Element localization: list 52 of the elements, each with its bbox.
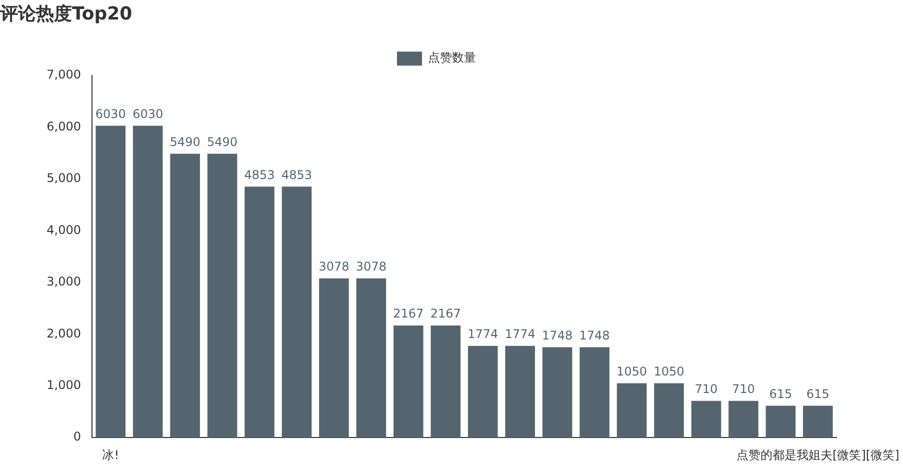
- data-label: 710: [732, 382, 755, 396]
- y-tick-label: 2,000: [46, 326, 81, 340]
- bar: [282, 186, 312, 438]
- data-label: 1050: [616, 364, 648, 378]
- chart-title: 评论热度Top20: [0, 3, 132, 24]
- data-label: 1774: [468, 326, 498, 341]
- data-label: 1774: [504, 326, 536, 341]
- y-tick-label: 7,000: [46, 68, 81, 82]
- bar: [802, 406, 833, 438]
- data-label: 3078: [318, 260, 350, 274]
- bar: [580, 347, 610, 438]
- y-tick-label: 6,000: [46, 119, 81, 134]
- data-label: 5490: [170, 134, 200, 149]
- bar: [356, 278, 386, 438]
- data-label: 4853: [281, 168, 312, 182]
- bar: [207, 154, 238, 438]
- bar: [319, 278, 349, 438]
- bar: [170, 154, 200, 438]
- bar: [728, 400, 758, 438]
- data-label: 2167: [430, 306, 461, 321]
- data-label: 6030: [95, 106, 126, 121]
- y-tick-label: 1,000: [46, 378, 81, 392]
- y-tick-label: 3,000: [46, 274, 81, 289]
- y-tick-label: 0: [73, 430, 81, 444]
- bar: [132, 126, 163, 438]
- bar: [616, 383, 647, 438]
- data-label: 710: [694, 382, 718, 396]
- data-label: 4853: [244, 168, 275, 182]
- data-label: 5490: [207, 134, 238, 149]
- bar: [691, 400, 722, 438]
- x-tick-label: 点赞的都是我姐夫[微笑][微笑]: [736, 448, 900, 462]
- y-tick-label: 4,000: [46, 222, 81, 237]
- data-label: 3078: [356, 260, 386, 274]
- legend-label: 点赞数量: [428, 50, 476, 65]
- bar: [468, 346, 498, 438]
- bar: [766, 406, 796, 438]
- bar: [654, 383, 684, 438]
- bar: [430, 326, 461, 438]
- data-label: 6030: [132, 106, 164, 121]
- bar: [96, 126, 126, 438]
- y-tick-label: 5,000: [46, 171, 81, 186]
- bar: [394, 326, 424, 438]
- data-label: 2167: [393, 306, 424, 321]
- x-tick-label: 冰!: [102, 448, 120, 462]
- bar: [244, 186, 274, 438]
- data-label: 1748: [579, 328, 610, 342]
- data-label: 1050: [654, 364, 684, 378]
- data-label: 1748: [542, 328, 573, 342]
- bar: [505, 346, 535, 438]
- data-label: 615: [769, 386, 792, 401]
- data-label: 615: [806, 386, 830, 401]
- bar: [542, 347, 572, 438]
